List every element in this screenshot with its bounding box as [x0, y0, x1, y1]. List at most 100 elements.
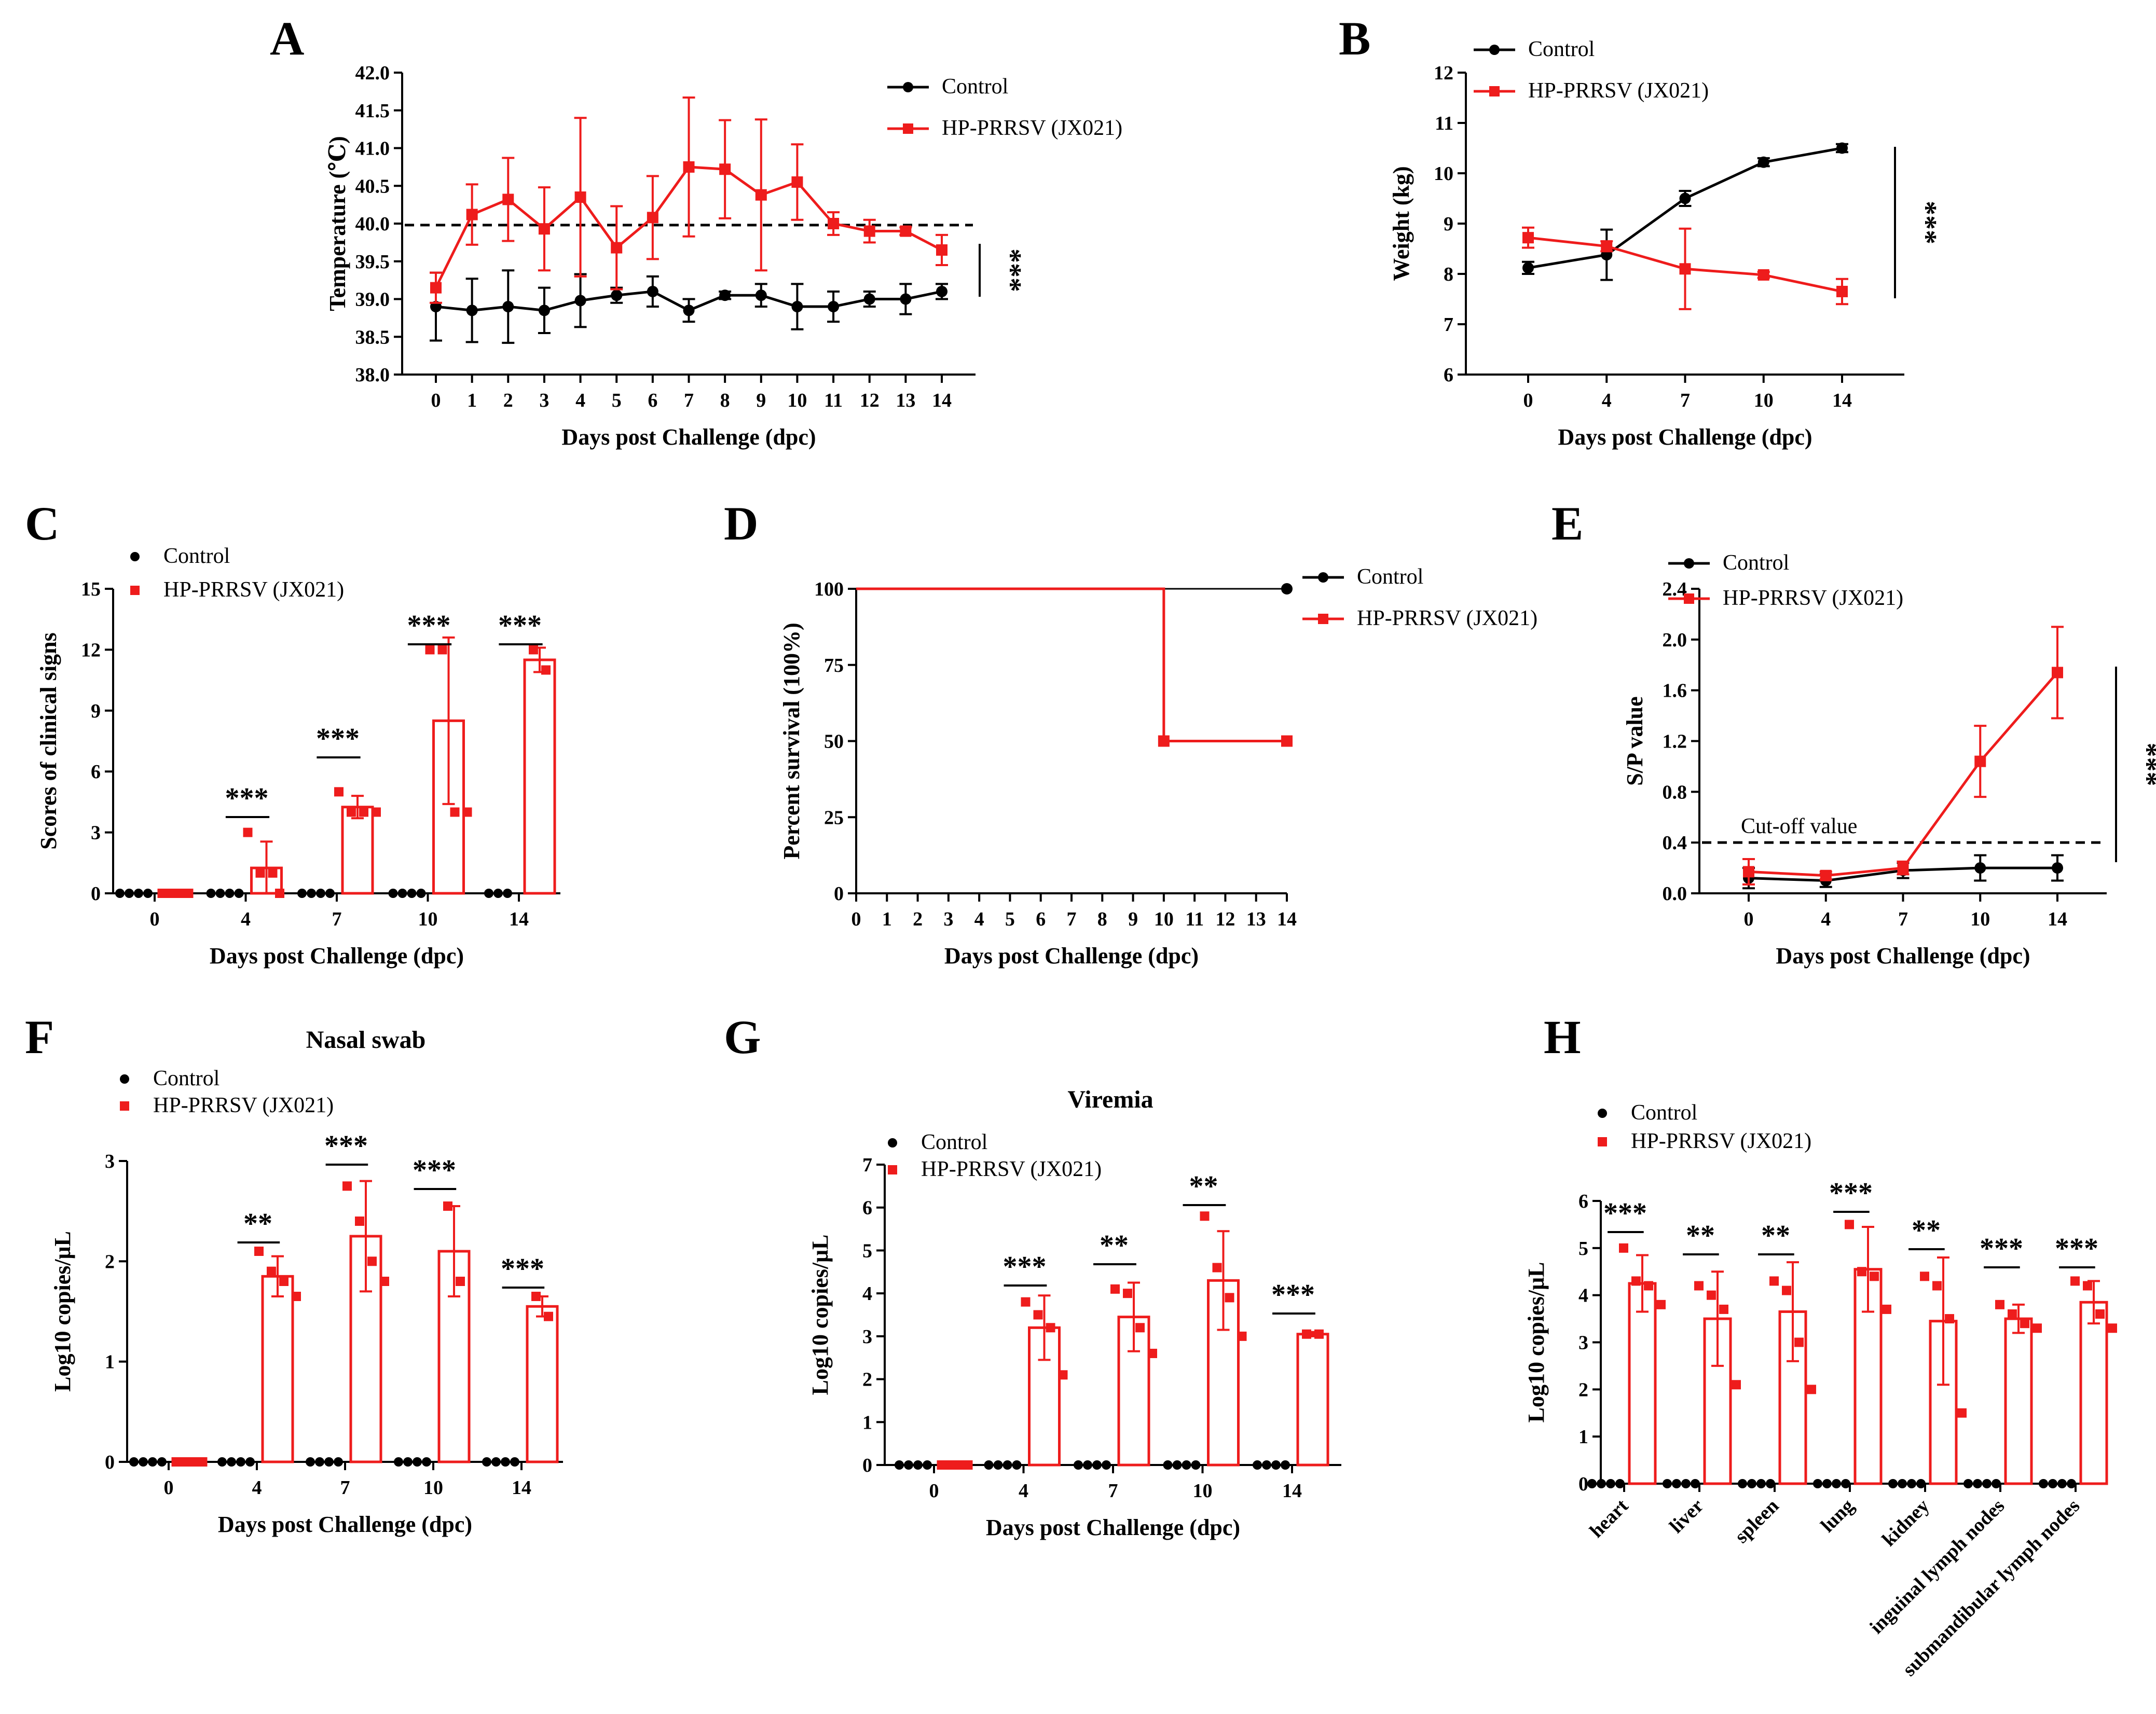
- x-axis-title: Days post Challenge (dpc): [210, 943, 464, 969]
- hp-bar-group: [437, 1201, 471, 1463]
- significance-label: ***: [501, 1253, 544, 1285]
- data-point: [1974, 862, 1986, 874]
- x-axis-title: Days post Challenge (dpc): [218, 1512, 472, 1537]
- legend-marker-hp: [1318, 614, 1328, 624]
- hp-point: [184, 889, 194, 898]
- control-point: [503, 889, 512, 898]
- control-points: [115, 889, 153, 898]
- control-point: [1191, 1460, 1201, 1470]
- legend-marker-hp: [1598, 1137, 1607, 1146]
- x-axis-title: Days post Challenge (dpc): [1558, 424, 1812, 450]
- hp-bar-group: [425, 636, 472, 895]
- y-tick-label: 2: [862, 1369, 872, 1391]
- hp-point: [1619, 1243, 1628, 1253]
- hp-point: [254, 1247, 264, 1256]
- x-tick-label: 7: [684, 390, 694, 411]
- hp-point: [1302, 1329, 1311, 1339]
- data-point: [1679, 192, 1691, 204]
- chart-B: 6 7 8 9 10 11 12 Weight (kg) Days post Challenge…: [1339, 12, 1942, 450]
- y-tick-label: 100: [814, 578, 844, 600]
- data-point: [863, 225, 875, 237]
- control-point: [1092, 1460, 1102, 1470]
- control-point: [482, 1457, 491, 1467]
- legend: Control HP-PRRSV (JX021): [1668, 551, 1903, 610]
- x-tick-label: 10: [1754, 390, 1774, 411]
- x-tick-label: 0: [150, 908, 160, 930]
- chart-F: 0 1 2 3 Log10 copies/μL Days post Challenge (…: [25, 1011, 563, 1537]
- hp-point: [342, 1181, 352, 1191]
- legend-marker-control: [1598, 1109, 1607, 1118]
- legend: Control HP-PRRSV (JX021): [1302, 565, 1537, 630]
- control-point: [993, 1460, 1003, 1470]
- significance-label: ***: [225, 782, 269, 814]
- control-point: [1691, 1479, 1700, 1488]
- legend: Control HP-PRRSV (JX021): [1598, 1101, 1811, 1153]
- y-tick-label: 0: [91, 883, 101, 905]
- control-point: [1597, 1479, 1606, 1488]
- data-point: [755, 189, 767, 201]
- hp-bar-group: [1296, 1329, 1329, 1467]
- series-hp: [1742, 626, 2064, 886]
- y-tick-label: 75: [824, 655, 844, 676]
- hp-bar: [1296, 1333, 1329, 1467]
- control-point: [315, 1457, 324, 1467]
- y-tick-label: 0: [862, 1455, 872, 1476]
- control-point: [422, 1457, 431, 1467]
- control-point: [1172, 1460, 1182, 1470]
- y-tick-label: 6: [862, 1197, 872, 1219]
- hp-point: [355, 1217, 364, 1226]
- significance-label: ***: [407, 610, 451, 642]
- control-point: [1587, 1479, 1597, 1488]
- y-tick-label: 7: [862, 1154, 872, 1176]
- control-points: [306, 1457, 343, 1467]
- hp-point: [1945, 1314, 1954, 1324]
- x-tick-label: 14: [512, 1477, 531, 1499]
- hp-point: [1123, 1289, 1132, 1298]
- control-point: [2039, 1479, 2048, 1488]
- series-control: [430, 269, 948, 344]
- y-tick-label: 1: [862, 1412, 872, 1433]
- y-tick-label: 39.5: [355, 251, 390, 273]
- control-point: [245, 1457, 255, 1467]
- significance-label: ***: [1829, 1177, 1873, 1209]
- x-tick-label: 12: [1215, 908, 1235, 930]
- data-point: [466, 305, 478, 316]
- y-tick-label: 6: [1444, 364, 1453, 386]
- hp-point: [1148, 1348, 1157, 1358]
- data-point: [1522, 262, 1534, 274]
- x-tick-label: 5: [1005, 908, 1015, 930]
- x-tick-label: lung: [1817, 1495, 1858, 1537]
- hp-point: [1920, 1271, 1929, 1281]
- x-tick-label: kidney: [1878, 1495, 1933, 1551]
- series-hp: [430, 96, 948, 304]
- control-points: [1813, 1479, 1850, 1488]
- hp-point: [531, 1292, 541, 1301]
- hp-point: [347, 807, 356, 817]
- hp-point: [1732, 1380, 1741, 1390]
- legend-marker-control: [903, 82, 913, 92]
- control-point: [1262, 1460, 1271, 1470]
- hp-bar-group: [342, 1180, 389, 1463]
- data-point: [828, 218, 840, 229]
- y-tick-label: 1.2: [1663, 731, 1687, 753]
- hp-bar-group: [171, 1457, 208, 1467]
- control-point: [1606, 1479, 1615, 1488]
- control-point: [217, 1457, 227, 1467]
- control-point: [234, 889, 244, 898]
- x-tick-label: 4: [1602, 390, 1612, 411]
- y-tick-label: 40.0: [355, 213, 390, 235]
- y-tick-label: 15: [81, 578, 101, 600]
- hp-point: [1807, 1385, 1816, 1394]
- x-tick-label: 14: [1277, 908, 1297, 930]
- y-tick-label: 6: [91, 761, 101, 783]
- legend: Control HP-PRRSV (JX021): [888, 1130, 1102, 1181]
- legend: Control HP-PRRSV (JX021): [130, 544, 344, 602]
- hp-point: [255, 868, 265, 878]
- y-axis-title: Log10 copies/μL: [50, 1231, 75, 1392]
- control-points: [895, 1460, 932, 1470]
- data-point: [647, 285, 658, 297]
- data-point: [791, 176, 803, 188]
- hp-point: [171, 1457, 181, 1467]
- data-point: [430, 282, 442, 294]
- data-point: [1974, 755, 1986, 767]
